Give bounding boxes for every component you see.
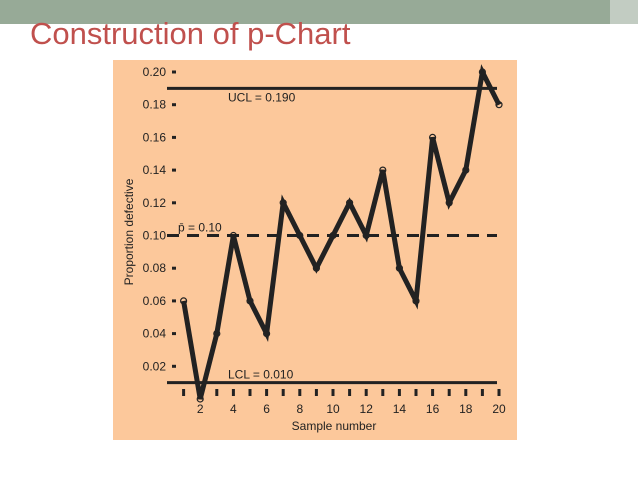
data-point — [180, 297, 188, 305]
x-axis-title: Sample number — [292, 419, 377, 433]
top-bar-segment-accent — [610, 0, 638, 24]
x-tick-label: 14 — [393, 402, 407, 416]
data-point — [478, 68, 486, 76]
y-tick-label: 0.02 — [143, 359, 167, 373]
data-point — [412, 297, 420, 305]
lcl-label: LCL = 0.010 — [228, 368, 294, 382]
x-tick-label: 16 — [426, 402, 440, 416]
top-bar-segment-main — [0, 0, 610, 24]
data-point — [329, 231, 337, 240]
x-tick-label: 6 — [263, 402, 270, 416]
data-point — [395, 264, 403, 272]
data-point — [495, 101, 503, 109]
center-label: p̄ = 0.10 — [178, 221, 222, 235]
plot-background — [113, 60, 517, 440]
y-tick-label: 0.06 — [143, 294, 167, 308]
y-tick-label: 0.08 — [143, 261, 167, 275]
y-tick-label: 0.20 — [143, 65, 167, 79]
data-point — [346, 199, 354, 207]
x-tick-label: 10 — [326, 402, 340, 416]
data-point — [263, 330, 271, 338]
y-tick-label: 0.16 — [143, 130, 167, 144]
y-tick-label: 0.10 — [143, 229, 167, 243]
x-tick-label: 20 — [492, 402, 506, 416]
data-point — [296, 231, 304, 240]
data-point — [196, 395, 204, 403]
data-point — [229, 231, 237, 240]
y-tick-label: 0.18 — [143, 98, 167, 112]
y-tick-label: 0.04 — [143, 327, 167, 341]
slide-title: Construction of p-Chart — [30, 16, 351, 51]
series-line — [181, 64, 502, 400]
y-axis-title: Proportion defective — [122, 178, 136, 285]
data-point — [279, 199, 287, 207]
x-tick-label: 4 — [230, 402, 237, 416]
x-tick-label: 18 — [459, 402, 473, 416]
top-color-bar — [0, 0, 638, 24]
y-tick-label: 0.12 — [143, 196, 167, 210]
data-point — [246, 297, 254, 305]
data-point — [312, 264, 320, 272]
ucl-label: UCL = 0.190 — [228, 90, 296, 104]
data-point — [379, 166, 387, 174]
x-tick-label: 2 — [197, 402, 204, 416]
data-point — [462, 166, 470, 174]
y-tick-label: 0.14 — [143, 163, 167, 177]
x-tick-label: 12 — [360, 402, 374, 416]
x-tick-label: 8 — [296, 402, 303, 416]
data-point — [429, 133, 437, 141]
data-point — [213, 330, 221, 338]
data-point — [445, 199, 453, 207]
data-point — [362, 231, 370, 240]
